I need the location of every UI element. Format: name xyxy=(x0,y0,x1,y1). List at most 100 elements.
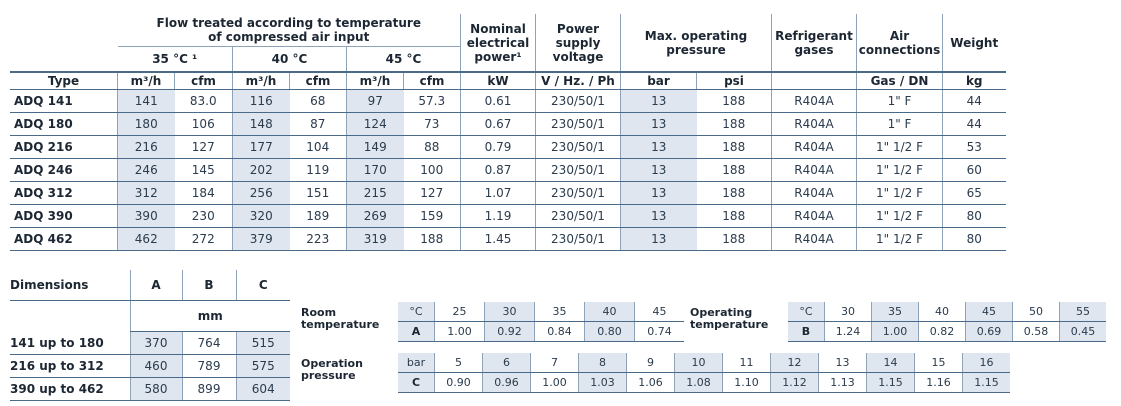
table-cell: 1" F xyxy=(856,89,943,113)
table-cell: 202 xyxy=(232,158,290,182)
table-cell: 379 xyxy=(232,227,290,251)
correction-factor: 0.80 xyxy=(584,321,635,342)
specifications-table: Flow treated according to temperature of… xyxy=(10,14,1006,251)
condition-value: 14 xyxy=(866,353,915,373)
condition-value: 45 xyxy=(634,302,684,322)
table-cell: 104 xyxy=(289,135,347,159)
table-cell: 272 xyxy=(174,227,233,251)
table-cell: 141 xyxy=(117,89,175,113)
table-cell: 319 xyxy=(346,227,404,251)
nominal-line2: electrical xyxy=(466,35,530,50)
table-cell: 188 xyxy=(403,227,461,251)
air-line2: connections xyxy=(858,42,941,57)
temp-35-header: 35 °C ¹ xyxy=(117,46,233,72)
table-cell: 100 xyxy=(403,158,461,182)
dimension-value: 575 xyxy=(235,354,290,378)
table-cell: 116 xyxy=(232,89,290,113)
table-cell: 188 xyxy=(696,135,772,159)
condition-value: 9 xyxy=(626,353,675,373)
table-cell: 83.0 xyxy=(174,89,233,113)
operation_pressure-factors-row: C 0.90 0.96 1.00 1.03 1.06 1.08 1.10 1.12 1.13 1.1… xyxy=(398,372,1010,393)
correction-factor: 1.13 xyxy=(818,372,867,393)
condition-value: 10 xyxy=(674,353,723,373)
dimension-range: 141 up to 180 xyxy=(10,331,130,355)
dim-unit: mm xyxy=(129,300,290,332)
table-cell: 1.45 xyxy=(460,227,536,251)
temp-45-header: 45 °C xyxy=(346,46,461,72)
dimension-range: 390 up to 462 xyxy=(10,377,130,401)
refrigerant-header: Refrigerant gases xyxy=(771,14,857,72)
air-connections-header: Air connections xyxy=(856,14,943,72)
table-cell: 44 xyxy=(942,89,1006,113)
table-cell: 269 xyxy=(346,204,404,228)
nominal-line1: Nominal xyxy=(470,21,526,36)
optemp-label-line2: temperature xyxy=(690,318,769,331)
temp-40-header: 40 °C xyxy=(232,46,347,72)
power-line3: voltage xyxy=(552,49,604,64)
table-cell: 145 xyxy=(174,158,233,182)
operating-temperature-table: °C 30 35 40 45 50 55 B 1.24 1.00 0.82 0.69 0.58 0.45 xyxy=(788,302,1106,342)
table-cell: 97 xyxy=(346,89,404,113)
correction-factor: 0.82 xyxy=(918,321,966,342)
room_temperature-factors-row: A 1.00 0.92 0.84 0.80 0.74 xyxy=(398,321,684,342)
model-type: ADQ 246 xyxy=(10,158,118,182)
condition-value: 6 xyxy=(482,353,531,373)
operation-pressure-label: Operation pressure xyxy=(301,358,363,382)
table-cell: R404A xyxy=(771,158,857,182)
unit-cell: cfm xyxy=(289,71,347,90)
correction-factor: 1.24 xyxy=(824,321,872,342)
table-cell: 230/50/1 xyxy=(535,227,621,251)
room-label-line2: temperature xyxy=(301,318,380,331)
unit-cell: kg xyxy=(942,71,1006,90)
unit-cell: psi xyxy=(696,71,772,90)
table-cell: 13 xyxy=(620,135,697,159)
air-line1: Air xyxy=(889,28,910,43)
unit-cell xyxy=(771,71,857,90)
operation-pressure-table: bar 5 6 7 8 9 10 11 12 13 14 15 16 C 0.90 0.96 1.00 1.03 1… xyxy=(398,353,1010,393)
dimensions-table: Dimensions A B C mm 141 up to 180 370 764 5… xyxy=(10,270,290,401)
flow-header-line1: Flow treated according to temperature xyxy=(156,16,421,30)
optemp-label-line1: Operating xyxy=(690,306,753,319)
table-cell: 462 xyxy=(117,227,175,251)
table-row: ADQ 312 312 184 256 151 215 127 1.07 230/50/1 13 1… xyxy=(10,181,1006,205)
correction-factor: 0.74 xyxy=(634,321,684,342)
dimension-value: 460 xyxy=(129,354,182,378)
table-cell: 73 xyxy=(403,112,461,136)
operation_pressure-unit-cell: bar xyxy=(398,353,435,373)
dimension-row: 216 up to 312 460 789 575 xyxy=(10,354,290,378)
table-cell: 0.61 xyxy=(460,89,536,113)
correction-factor: 1.03 xyxy=(578,372,627,393)
table-cell: 230/50/1 xyxy=(535,135,621,159)
type-spacer xyxy=(10,14,118,72)
condition-value: 5 xyxy=(434,353,483,373)
table-cell: 1" 1/2 F xyxy=(856,135,943,159)
dimensions-title: Dimensions xyxy=(10,270,130,301)
table-cell: 1.07 xyxy=(460,181,536,205)
table-cell: 0.79 xyxy=(460,135,536,159)
table-cell: 320 xyxy=(232,204,290,228)
correction-factor: 1.00 xyxy=(530,372,579,393)
table-cell: 65 xyxy=(942,181,1006,205)
condition-value: 15 xyxy=(914,353,963,373)
table-cell: 256 xyxy=(232,181,290,205)
dimension-row: 390 up to 462 580 899 604 xyxy=(10,377,290,401)
table-cell: 13 xyxy=(620,89,697,113)
operation_pressure-key-cell: C xyxy=(398,372,435,393)
table-cell: 119 xyxy=(289,158,347,182)
table-cell: 230/50/1 xyxy=(535,89,621,113)
table-cell: 390 xyxy=(117,204,175,228)
table-cell: 13 xyxy=(620,158,697,182)
table-cell: 13 xyxy=(620,181,697,205)
model-type: ADQ 312 xyxy=(10,181,118,205)
table-cell: 188 xyxy=(696,204,772,228)
condition-value: 25 xyxy=(434,302,485,322)
table-cell: 230/50/1 xyxy=(535,112,621,136)
unit-cell: bar xyxy=(620,71,697,90)
table-cell: R404A xyxy=(771,227,857,251)
table-row: ADQ 141 141 83.0 116 68 97 57.3 0.61 230/50/1 13 1… xyxy=(10,89,1006,113)
nominal-line3: power¹ xyxy=(474,49,522,64)
room_temperature-key-cell: A xyxy=(398,321,435,342)
dim-col-b: B xyxy=(181,270,236,301)
correction-factor: 0.96 xyxy=(482,372,531,393)
table-cell: 188 xyxy=(696,158,772,182)
